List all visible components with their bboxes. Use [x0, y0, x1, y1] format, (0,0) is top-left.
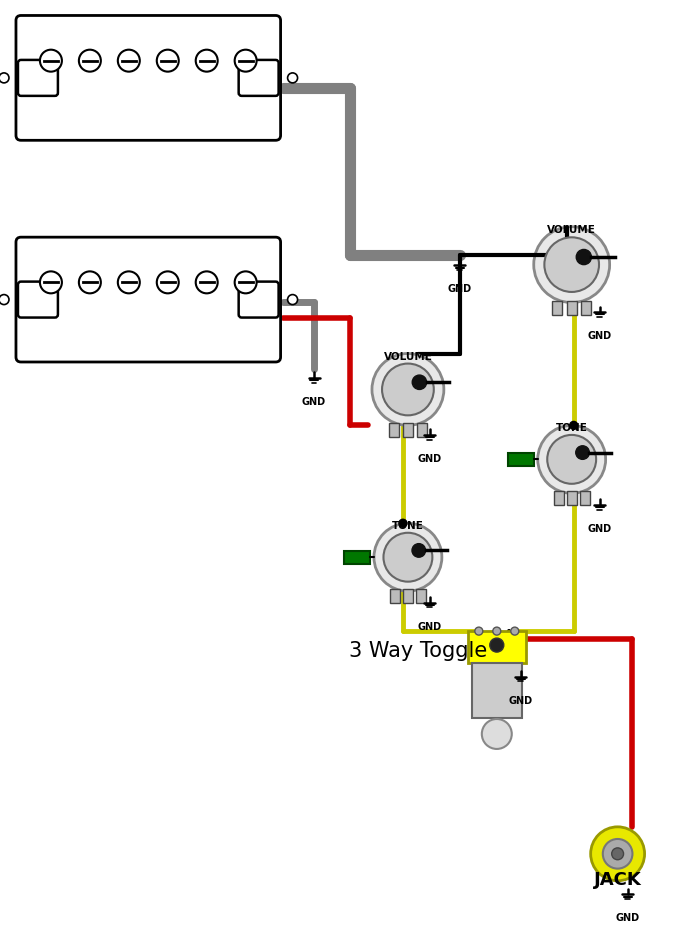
Circle shape: [475, 627, 483, 635]
Circle shape: [603, 839, 633, 869]
Text: GND: GND: [302, 397, 326, 407]
Text: JACK: JACK: [594, 870, 641, 889]
Circle shape: [0, 294, 9, 305]
Text: TONE: TONE: [556, 423, 587, 433]
Bar: [416, 423, 426, 437]
Circle shape: [384, 532, 433, 582]
Bar: [554, 492, 564, 506]
Bar: [567, 301, 577, 315]
Text: GND: GND: [418, 622, 442, 632]
Circle shape: [40, 271, 62, 294]
FancyBboxPatch shape: [18, 60, 58, 96]
Circle shape: [576, 445, 589, 459]
Circle shape: [157, 50, 178, 71]
Text: GND: GND: [587, 524, 612, 534]
Text: GND: GND: [509, 695, 533, 706]
Bar: [580, 492, 589, 506]
Circle shape: [118, 50, 140, 71]
FancyBboxPatch shape: [239, 60, 279, 96]
Bar: [390, 589, 400, 603]
Bar: [508, 453, 533, 466]
FancyBboxPatch shape: [16, 16, 281, 141]
Circle shape: [538, 425, 606, 494]
Text: VOLUME: VOLUME: [547, 225, 596, 234]
Bar: [567, 492, 577, 506]
Circle shape: [490, 638, 504, 652]
Bar: [552, 301, 562, 315]
Circle shape: [79, 50, 101, 71]
Circle shape: [482, 719, 512, 749]
Circle shape: [118, 271, 140, 294]
Circle shape: [412, 375, 426, 390]
Circle shape: [196, 271, 218, 294]
FancyBboxPatch shape: [18, 282, 58, 318]
Text: TONE: TONE: [392, 521, 424, 532]
Circle shape: [40, 50, 62, 71]
Text: GND: GND: [418, 454, 442, 464]
Circle shape: [374, 523, 442, 591]
Circle shape: [196, 50, 218, 71]
Text: GND: GND: [615, 913, 640, 923]
FancyBboxPatch shape: [16, 237, 281, 362]
Circle shape: [382, 364, 434, 416]
Circle shape: [234, 271, 257, 294]
Text: GND: GND: [587, 332, 612, 342]
Circle shape: [0, 73, 9, 83]
Circle shape: [570, 421, 578, 430]
Bar: [403, 589, 413, 603]
Circle shape: [372, 354, 444, 425]
Bar: [416, 589, 426, 603]
Circle shape: [157, 271, 178, 294]
Bar: [403, 423, 413, 437]
Circle shape: [412, 544, 426, 557]
Circle shape: [288, 73, 298, 83]
Circle shape: [591, 827, 645, 881]
Circle shape: [547, 435, 596, 483]
Circle shape: [576, 249, 592, 265]
Bar: [344, 551, 370, 564]
Circle shape: [234, 50, 257, 71]
Bar: [468, 632, 526, 663]
Circle shape: [79, 271, 101, 294]
Text: VOLUME: VOLUME: [384, 352, 433, 361]
Circle shape: [533, 227, 610, 303]
FancyBboxPatch shape: [239, 282, 279, 318]
Circle shape: [288, 294, 298, 305]
Bar: [389, 423, 399, 437]
Circle shape: [399, 519, 407, 527]
Text: GND: GND: [448, 284, 472, 294]
Bar: [472, 663, 522, 718]
Text: 3 Way Toggle: 3 Way Toggle: [349, 641, 487, 661]
Circle shape: [545, 237, 599, 292]
Circle shape: [612, 848, 624, 859]
Circle shape: [493, 627, 500, 635]
Bar: [581, 301, 591, 315]
Circle shape: [511, 627, 519, 635]
